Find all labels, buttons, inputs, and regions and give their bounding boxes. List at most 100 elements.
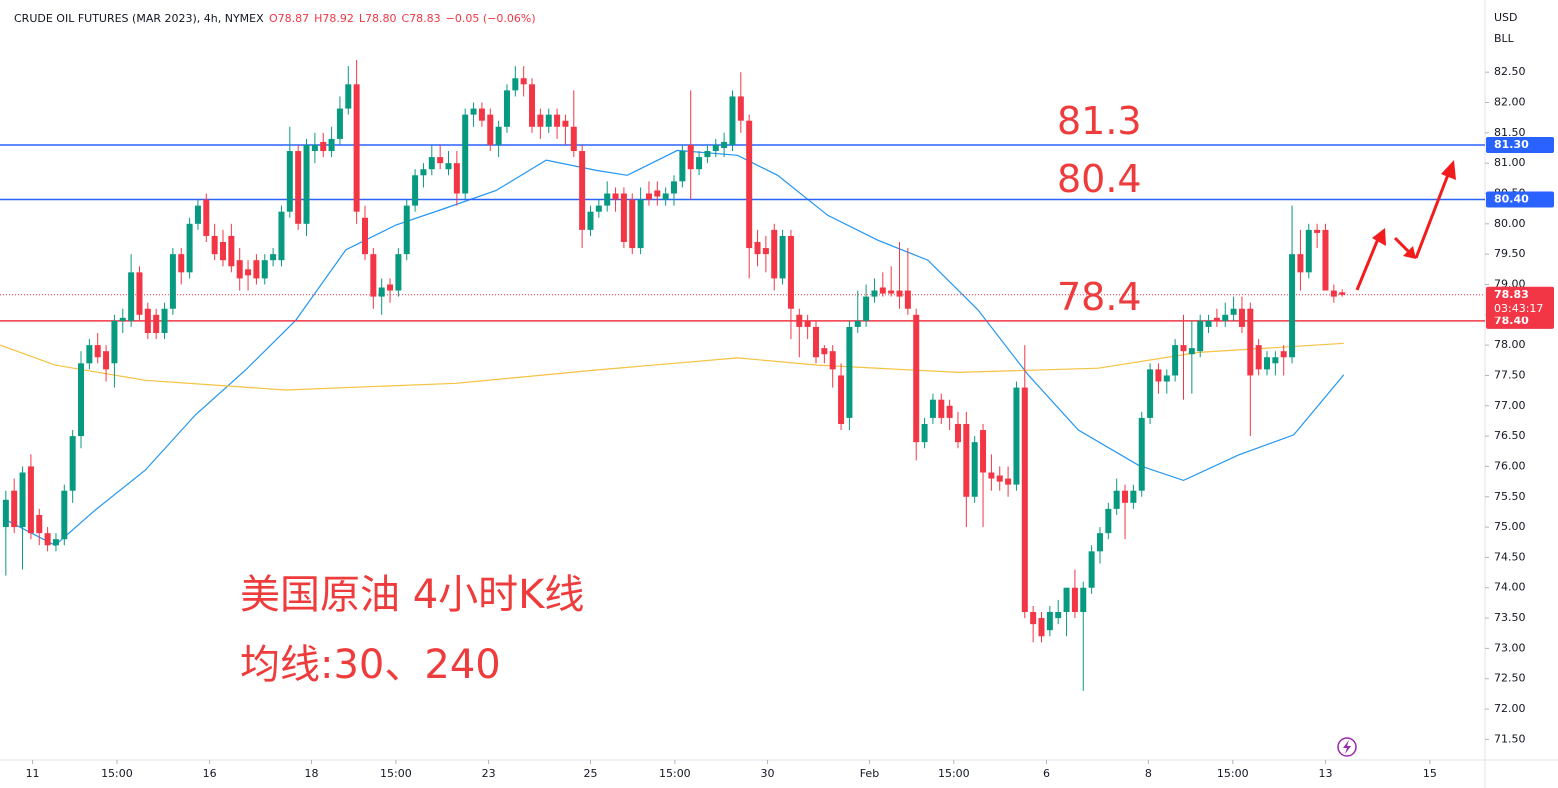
candle-body	[645, 193, 652, 200]
candle-body	[754, 242, 761, 255]
candle-body	[1314, 229, 1321, 233]
candle-body	[629, 199, 636, 249]
annotation: 美国原油 4小时K线	[240, 572, 584, 618]
candle-body	[445, 163, 452, 170]
candle-body	[946, 405, 953, 418]
annotation: 80.4	[1057, 157, 1142, 201]
moving-average	[0, 342, 1344, 391]
candle-body	[1280, 351, 1287, 358]
candle-body	[996, 475, 1003, 482]
candle-body	[78, 363, 85, 437]
annotation: 78.4	[1057, 275, 1142, 319]
candle-body	[19, 472, 26, 528]
candle-body	[888, 290, 895, 294]
candle-body	[1105, 508, 1112, 534]
candle-body	[771, 229, 778, 279]
candle-body	[1122, 490, 1129, 503]
candle-body	[261, 260, 268, 279]
candle-body	[829, 351, 836, 370]
candle-body	[762, 248, 769, 255]
candle-body	[1230, 308, 1237, 315]
candle-body	[27, 466, 34, 534]
candle-body	[11, 490, 18, 528]
candle-body	[1188, 348, 1195, 355]
x-tick-label: 11	[26, 767, 40, 780]
candle-body	[203, 199, 210, 236]
candle-body	[1138, 417, 1145, 491]
candle-body	[412, 175, 419, 206]
candle-body	[570, 126, 577, 152]
candle-body	[487, 114, 494, 145]
candle-body	[1080, 587, 1087, 613]
candle-body	[812, 326, 819, 358]
x-tick-label: 15:00	[380, 767, 412, 780]
candle-body	[796, 314, 803, 327]
candle-body	[696, 157, 703, 170]
candle-body	[1046, 612, 1053, 631]
candle-body	[1247, 308, 1254, 376]
candle-body	[320, 141, 327, 152]
candle-body	[36, 514, 43, 534]
x-tick-label: 6	[1043, 767, 1050, 780]
x-tick-label: 15:00	[938, 767, 970, 780]
candle-body	[61, 490, 68, 540]
candle-body	[437, 157, 444, 164]
y-tick-label: 76.00	[1494, 459, 1526, 472]
y-tick-label: 77.50	[1494, 368, 1526, 381]
y-tick-label: 73.00	[1494, 641, 1526, 654]
header: CRUDE OIL FUTURES (MAR 2023), 4h, NYMEX O…	[14, 12, 536, 25]
candle-body	[1339, 292, 1346, 295]
candle-body	[1255, 345, 1262, 370]
candle-body	[1163, 375, 1170, 382]
currency: USD	[1494, 11, 1518, 24]
candle-body	[921, 423, 928, 443]
candle-body	[420, 169, 427, 176]
candle-body	[245, 269, 252, 276]
candle-body	[637, 199, 644, 249]
candle-body	[729, 96, 736, 145]
y-tick-label: 72.50	[1494, 672, 1526, 685]
candle-body	[704, 151, 711, 158]
price-label-box	[1486, 191, 1554, 208]
arrow-head	[1372, 228, 1386, 246]
candle-body	[1155, 369, 1162, 382]
candle-body	[136, 272, 143, 315]
candle-body	[169, 254, 176, 309]
candle-body	[361, 217, 368, 255]
candle-body	[144, 308, 151, 333]
candle-body	[253, 260, 260, 279]
candle-body	[1172, 345, 1179, 376]
candle-body	[671, 181, 678, 194]
candle-body	[1289, 254, 1296, 358]
arrow-head	[1403, 246, 1416, 259]
x-tick-label: 25	[583, 767, 597, 780]
candle-body	[153, 314, 160, 333]
y-tick-label: 75.00	[1494, 520, 1526, 533]
candle-body	[52, 539, 59, 546]
candle-body	[654, 190, 661, 197]
x-tick-label: 15:00	[1217, 767, 1249, 780]
candle-body	[1197, 320, 1204, 352]
candle-body	[1005, 478, 1012, 485]
y-tick-label: 75.50	[1494, 490, 1526, 503]
price-label-box	[1486, 312, 1554, 329]
y-tick-label: 81.50	[1494, 126, 1526, 139]
candle-body	[612, 193, 619, 200]
candle-body	[295, 151, 302, 224]
candle-body	[378, 287, 385, 297]
candle-body	[178, 254, 185, 273]
candle-body	[537, 114, 544, 127]
candle-body	[520, 78, 527, 85]
candle-body	[1071, 587, 1078, 613]
price-label: 78.83	[1494, 288, 1529, 301]
header-value: L78.80	[359, 12, 397, 25]
y-tick-label: 74.00	[1494, 581, 1526, 594]
candle-body	[1063, 587, 1070, 613]
candle-body	[963, 423, 970, 497]
candle-body	[353, 84, 360, 212]
candle-body	[863, 296, 870, 321]
price-label: 78.40	[1494, 314, 1529, 327]
candle-body	[1322, 229, 1329, 291]
candle-body	[721, 141, 728, 148]
candle-body	[1021, 387, 1028, 613]
